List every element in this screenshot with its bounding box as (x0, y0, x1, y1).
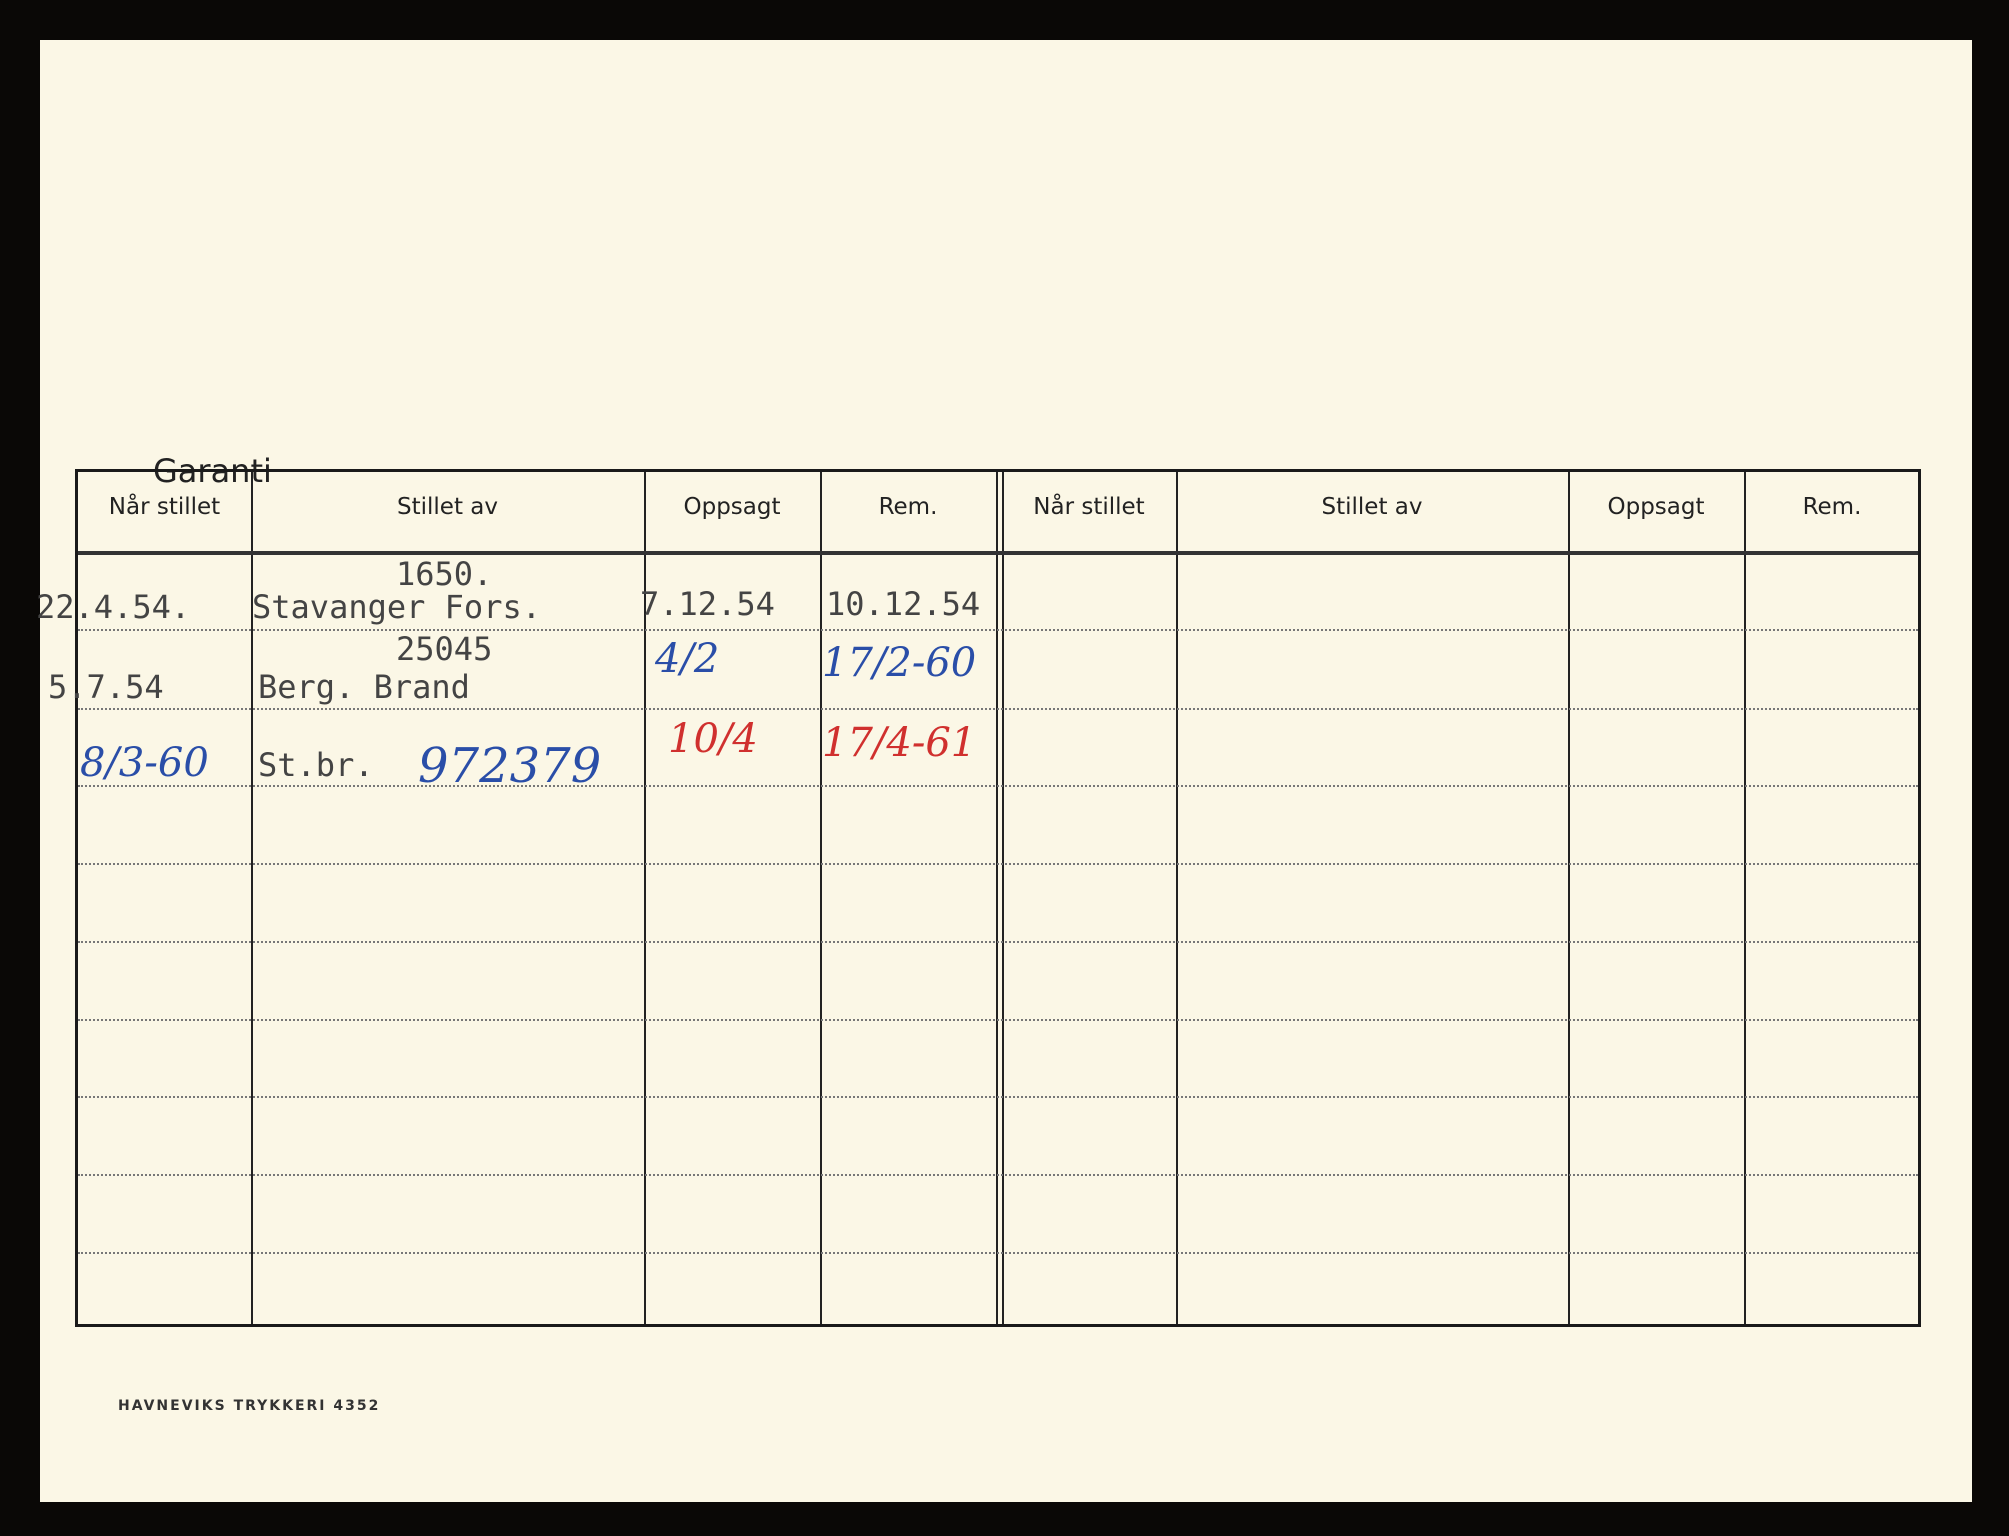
guarantee-card: Garanti HAVNEVIKS TRYKKERI 4352 (40, 40, 1972, 1502)
column-divider (1002, 472, 1004, 1324)
column-divider (1568, 472, 1570, 1324)
header-oppsagt: Oppsagt (683, 494, 781, 520)
date-given: 8/3-60 (80, 740, 209, 786)
issuer: Berg. Brand (258, 668, 470, 706)
header-oppsagt-2: Oppsagt (1607, 494, 1705, 520)
guarantee-table: Når stillet Stillet av Oppsagt Rem. Når … (75, 469, 1921, 1327)
row-line (78, 708, 1918, 710)
policy-number: 25045 (396, 630, 493, 668)
row-line (78, 785, 1918, 787)
cancelled-date: 7.12.54 (640, 585, 775, 623)
header-stillet-av: Stillet av (397, 494, 498, 520)
row-line (78, 1096, 1918, 1098)
header-nar-stillet-2: Når stillet (1033, 494, 1145, 520)
date-given: 5.7.54 (48, 668, 164, 706)
row-line (78, 1019, 1918, 1021)
printer-imprint: HAVNEVIKS TRYKKERI 4352 (118, 1398, 381, 1414)
issuer: St.br. (258, 746, 374, 784)
policy-number: 972379 (418, 738, 602, 794)
row-line (78, 863, 1918, 865)
header-rem-2: Rem. (1802, 494, 1862, 520)
policy-number: 1650. (396, 555, 493, 593)
cancelled-date: 4/2 (655, 636, 720, 682)
cancelled-date: 10/4 (668, 716, 758, 762)
header-nar-stillet: Når stillet (108, 494, 221, 520)
column-divider (1744, 472, 1746, 1324)
date-given: 22.4.54. (36, 588, 191, 626)
column-divider (820, 472, 822, 1324)
column-divider (996, 472, 998, 1324)
row-line (78, 1252, 1918, 1254)
column-divider (644, 472, 646, 1324)
header-rule (78, 551, 1918, 555)
header-stillet-av-2: Stillet av (1321, 494, 1423, 520)
remark: 10.12.54 (826, 585, 981, 623)
row-line (78, 941, 1918, 943)
row-line (78, 1174, 1918, 1176)
row-line (78, 629, 1918, 631)
issuer: Stavanger Fors. (252, 588, 541, 626)
column-divider (1176, 472, 1178, 1324)
remark: 17/4-61 (822, 720, 977, 766)
remark: 17/2-60 (822, 640, 977, 686)
column-divider (251, 472, 253, 1324)
header-rem: Rem. (878, 494, 938, 520)
